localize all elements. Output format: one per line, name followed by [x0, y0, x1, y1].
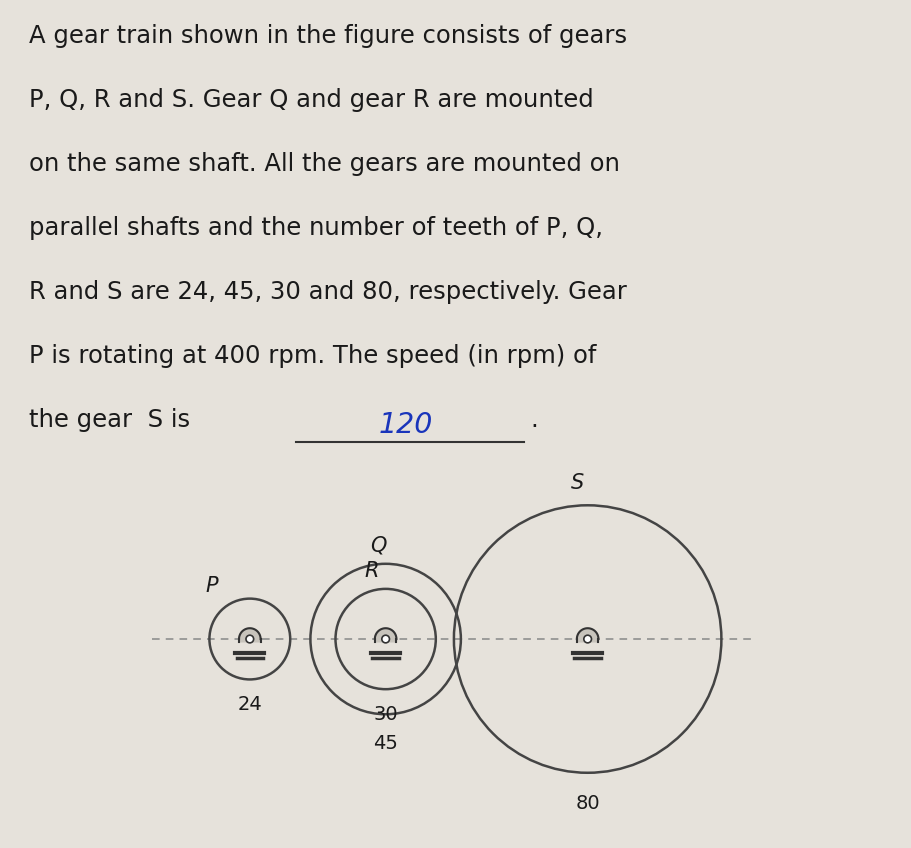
Text: .: .	[530, 409, 537, 432]
Circle shape	[382, 635, 389, 643]
Text: on the same shaft. All the gears are mounted on: on the same shaft. All the gears are mou…	[29, 152, 619, 176]
Text: P: P	[205, 576, 218, 596]
Text: P, Q, R and S. Gear Q and gear R are mounted: P, Q, R and S. Gear Q and gear R are mou…	[29, 88, 593, 112]
Text: 30: 30	[373, 705, 397, 723]
Text: the gear  S is: the gear S is	[29, 409, 198, 432]
Circle shape	[583, 635, 591, 643]
Polygon shape	[374, 628, 396, 642]
Text: A gear train shown in the figure consists of gears: A gear train shown in the figure consist…	[29, 24, 627, 47]
Text: 80: 80	[575, 794, 599, 812]
Text: 45: 45	[373, 734, 397, 753]
Text: R and S are 24, 45, 30 and 80, respectively. Gear: R and S are 24, 45, 30 and 80, respectiv…	[29, 280, 627, 304]
Text: R: R	[364, 561, 379, 581]
Text: Q: Q	[370, 535, 386, 555]
Text: S: S	[570, 472, 583, 493]
Text: 24: 24	[237, 695, 261, 714]
Polygon shape	[577, 628, 598, 642]
Text: P is rotating at 400 rpm. The speed (in rpm) of: P is rotating at 400 rpm. The speed (in …	[29, 344, 596, 368]
Circle shape	[246, 635, 253, 643]
Text: parallel shafts and the number of teeth of P, Q,: parallel shafts and the number of teeth …	[29, 216, 602, 240]
Text: 120: 120	[378, 410, 433, 438]
Polygon shape	[239, 628, 261, 642]
